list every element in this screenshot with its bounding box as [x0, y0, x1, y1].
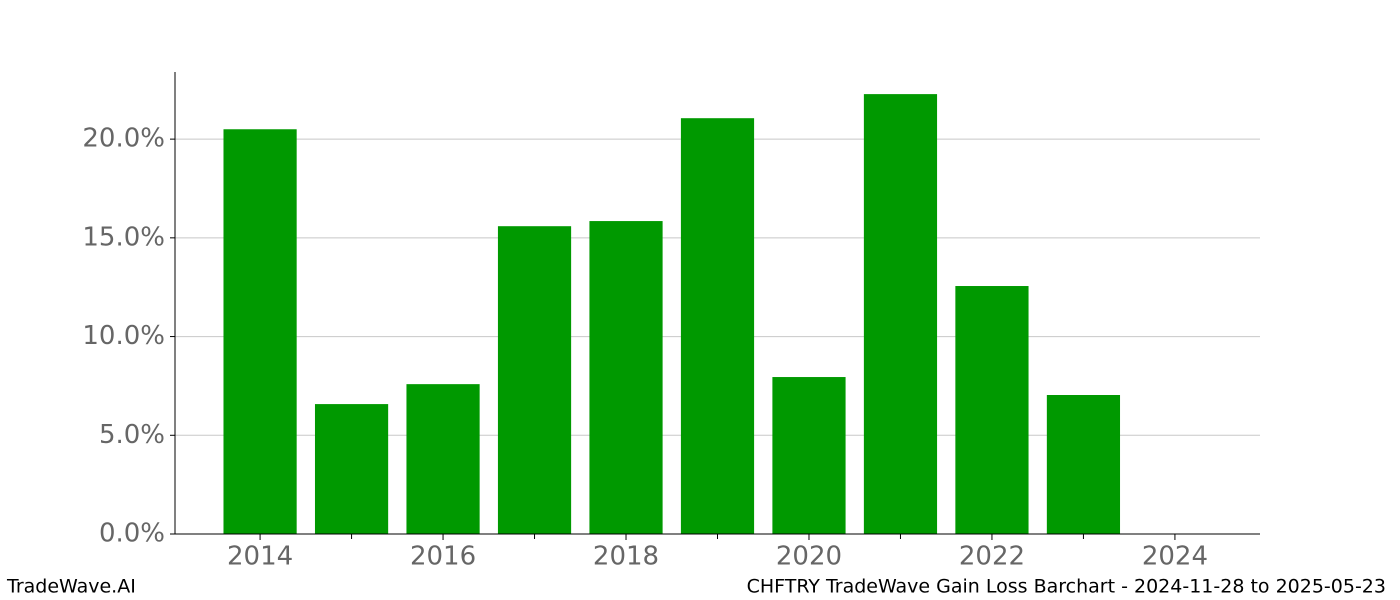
x-tick-label: 2024 — [1142, 542, 1208, 572]
x-tick-label: 2016 — [410, 542, 476, 572]
footer-left: TradeWave.AI — [6, 576, 136, 598]
bar — [1046, 395, 1121, 534]
bar — [863, 94, 938, 534]
bar — [223, 129, 297, 534]
x-tick-label: 2022 — [959, 542, 1025, 572]
bar — [772, 377, 846, 534]
bar — [314, 404, 389, 534]
x-tick-label: 2014 — [227, 542, 293, 572]
bar — [497, 226, 572, 534]
y-tick-label: 0.0% — [99, 519, 165, 549]
footer-right: CHFTRY TradeWave Gain Loss Barchart - 20… — [747, 576, 1386, 598]
bar — [680, 118, 755, 534]
x-tick-label: 2020 — [776, 542, 842, 572]
y-tick-label: 5.0% — [99, 420, 165, 450]
y-tick-label: 15.0% — [82, 222, 165, 252]
bar — [589, 221, 663, 535]
y-tick-label: 10.0% — [82, 321, 165, 351]
y-tick-label: 20.0% — [82, 124, 165, 154]
bar — [406, 384, 480, 534]
x-tick-label: 2018 — [593, 542, 659, 572]
bar — [955, 286, 1029, 534]
